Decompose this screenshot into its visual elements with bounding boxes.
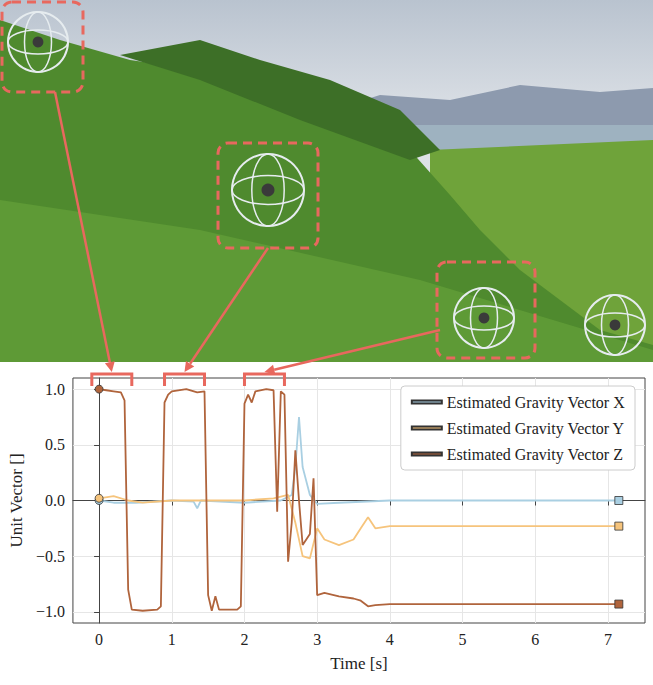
svg-text:5: 5 bbox=[459, 631, 467, 648]
svg-text:−1.0: −1.0 bbox=[36, 603, 65, 620]
svg-text:−0.5: −0.5 bbox=[36, 548, 65, 565]
svg-text:0.5: 0.5 bbox=[45, 436, 65, 453]
svg-text:2: 2 bbox=[240, 631, 248, 648]
svg-text:1.0: 1.0 bbox=[45, 381, 65, 398]
svg-text:Estimated Gravity Vector Z: Estimated Gravity Vector Z bbox=[447, 446, 623, 464]
svg-text:Unit Vector []: Unit Vector [] bbox=[7, 453, 26, 547]
svg-text:6: 6 bbox=[531, 631, 539, 648]
svg-text:1: 1 bbox=[168, 631, 176, 648]
svg-text:Estimated Gravity Vector Y: Estimated Gravity Vector Y bbox=[447, 420, 625, 438]
svg-text:7: 7 bbox=[604, 631, 612, 648]
svg-text:3: 3 bbox=[313, 631, 321, 648]
svg-text:0.0: 0.0 bbox=[45, 492, 65, 509]
svg-text:4: 4 bbox=[386, 631, 394, 648]
svg-text:0: 0 bbox=[95, 631, 103, 648]
svg-text:Estimated Gravity Vector X: Estimated Gravity Vector X bbox=[447, 394, 625, 412]
svg-text:Time [s]: Time [s] bbox=[330, 654, 387, 673]
